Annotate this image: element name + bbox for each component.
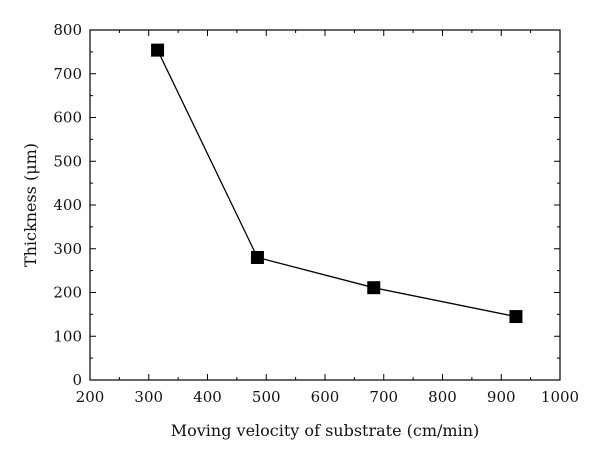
x-tick-label: 200 <box>76 388 105 406</box>
y-tick-label: 500 <box>53 152 82 170</box>
y-tick-label: 100 <box>53 327 82 345</box>
series-line <box>156 49 517 318</box>
x-tick-label: 400 <box>193 388 222 406</box>
plot-frame <box>89 29 561 381</box>
y-tick-label: 800 <box>53 21 82 39</box>
x-axis-title: Moving velocity of substrate (cm/min) <box>171 421 480 440</box>
y-tick-label: 200 <box>53 284 82 302</box>
x-tick-label: 700 <box>369 388 398 406</box>
y-tick-label: 400 <box>53 196 82 214</box>
y-tick-label: 0 <box>72 371 82 389</box>
x-tick-label: 600 <box>311 388 340 406</box>
x-tick-label: 500 <box>252 388 281 406</box>
x-tick-label: 800 <box>428 388 457 406</box>
x-tick-label: 1000 <box>541 388 579 406</box>
series-layer <box>151 43 523 324</box>
data-point <box>151 43 165 57</box>
data-point <box>250 251 264 264</box>
x-axis-ticks: 200 300 400 500 600 700 800 900 1000 <box>76 30 579 406</box>
data-point <box>367 281 381 295</box>
y-axis-title: Thickness (μm) <box>21 143 40 267</box>
data-point <box>509 310 523 324</box>
y-tick-label: 600 <box>53 109 82 127</box>
y-axis-ticks: 0 100 200 300 400 500 600 700 800 <box>53 21 560 389</box>
x-tick-label: 900 <box>487 388 516 406</box>
y-tick-label: 300 <box>53 240 82 258</box>
x-tick-label: 300 <box>134 388 163 406</box>
y-tick-label: 700 <box>53 65 82 83</box>
